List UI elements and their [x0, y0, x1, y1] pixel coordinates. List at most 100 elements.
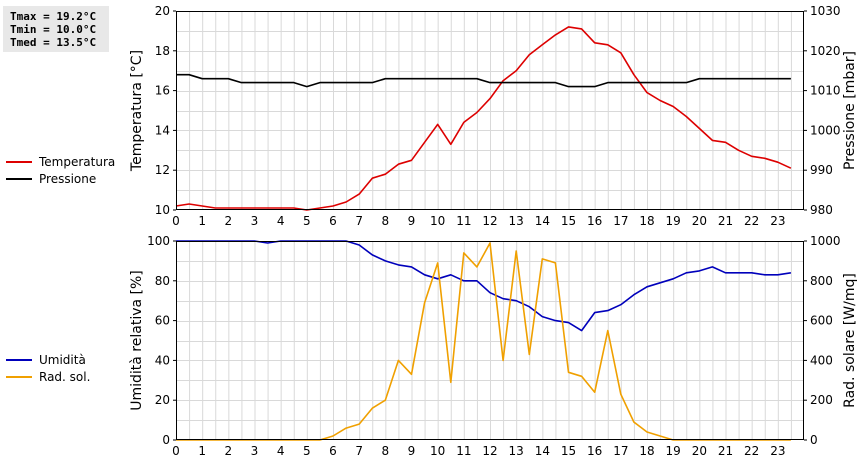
- top-xtick-label: 3: [251, 214, 259, 228]
- top-series-temperatura: [175, 26, 792, 211]
- legend-top: Temperatura Pressione: [6, 153, 115, 187]
- tmin-label: Tmin = 10.0°C: [10, 23, 97, 36]
- top-y2tick-label: 980: [810, 203, 833, 217]
- bottom-xtick-label: 22: [744, 444, 759, 458]
- bottom-xtick-label: 1: [198, 444, 206, 458]
- top-ytick-label: 10: [155, 203, 170, 217]
- tmed-label: Tmed = 13.5°C: [10, 36, 97, 49]
- legend-item-temperatura: Temperatura: [6, 153, 115, 170]
- bottom-xtick-label: 10: [430, 444, 445, 458]
- legend-label-umidita: Umidità: [39, 352, 86, 367]
- bottom-xtick-label: 2: [225, 444, 233, 458]
- top-xtick-label: 20: [692, 214, 707, 228]
- bottom-xtick-label: 12: [482, 444, 497, 458]
- bottom-xtick-label: 7: [355, 444, 363, 458]
- top-xtick-label: 22: [744, 214, 759, 228]
- bottom-xtick-label: 23: [770, 444, 785, 458]
- legend-swatch-umidita: [6, 358, 32, 361]
- bottom-xtick-label: 14: [535, 444, 550, 458]
- top-series-pressione: [176, 73, 791, 88]
- legend-swatch-temperatura: [6, 160, 32, 163]
- top-ytick-label: 18: [155, 44, 170, 58]
- top-y2tick-label: 1010: [810, 84, 841, 98]
- top-y2label: Pressione [mbar]: [842, 51, 858, 170]
- bottom-xtick-label: 21: [718, 444, 733, 458]
- top-xtick-label: 0: [172, 214, 180, 228]
- bottom-y2tick-label: 200: [810, 393, 833, 407]
- bottom-y2label: Rad. solare [W/mq]: [842, 273, 858, 408]
- top-xtick-label: 14: [535, 214, 550, 228]
- legend-item-rad-sol: Rad. sol.: [6, 368, 90, 385]
- top-y2tick-label: 1020: [810, 44, 841, 58]
- bottom-y2tick-label: 0: [810, 433, 818, 447]
- legend-swatch-pressione: [6, 177, 32, 180]
- bottom-xtick-label: 19: [666, 444, 681, 458]
- bottom-y2tick-label: 600: [810, 314, 833, 328]
- bottom-xtick-label: 8: [382, 444, 390, 458]
- bottom-ytick-label: 0: [162, 433, 170, 447]
- top-ylabel: Temperatura [°C]: [129, 50, 145, 172]
- bottom-ytick-label: 80: [155, 274, 170, 288]
- bottom-xtick-label: 15: [561, 444, 576, 458]
- bottom-y2tick-label: 800: [810, 274, 833, 288]
- top-xtick-label: 5: [303, 214, 311, 228]
- top-y2tick-label: 1030: [810, 4, 841, 18]
- top-xtick-label: 4: [277, 214, 285, 228]
- bottom-ytick-label: 20: [155, 393, 170, 407]
- bottom-xtick-label: 11: [456, 444, 471, 458]
- legend-bottom: Umidità Rad. sol.: [6, 351, 90, 385]
- top-xtick-label: 19: [666, 214, 681, 228]
- bottom-xtick-label: 5: [303, 444, 311, 458]
- bottom-xtick-label: 13: [509, 444, 524, 458]
- bottom-xtick-label: 20: [692, 444, 707, 458]
- bottom-xtick-label: 0: [172, 444, 180, 458]
- bottom-xtick-label: 6: [329, 444, 337, 458]
- top-y2tick-label: 1000: [810, 123, 841, 137]
- top-xtick-label: 11: [456, 214, 471, 228]
- bottom-xtick-label: 16: [587, 444, 602, 458]
- bottom-xtick-label: 17: [613, 444, 628, 458]
- top-y2tick-label: 990: [810, 163, 833, 177]
- top-xtick-label: 17: [613, 214, 628, 228]
- top-xtick-label: 12: [482, 214, 497, 228]
- legend-label-temperatura: Temperatura: [39, 154, 116, 169]
- tmax-label: Tmax = 19.2°C: [10, 10, 97, 23]
- bottom-ytick-label: 100: [147, 234, 170, 248]
- top-xtick-label: 9: [408, 214, 416, 228]
- top-xtick-label: 1: [198, 214, 206, 228]
- bottom-ytick-label: 40: [155, 353, 170, 367]
- top-xtick-label: 6: [329, 214, 337, 228]
- bottom-xtick-label: 4: [277, 444, 285, 458]
- top-ytick-label: 20: [155, 4, 170, 18]
- top-xtick-label: 13: [509, 214, 524, 228]
- bottom-xtick-label: 18: [639, 444, 654, 458]
- bottom-y2tick-label: 1000: [810, 234, 841, 248]
- top-xtick-label: 7: [355, 214, 363, 228]
- top-xtick-label: 23: [770, 214, 785, 228]
- legend-label-pressione: Pressione: [39, 171, 97, 186]
- top-ytick-label: 14: [155, 123, 170, 137]
- legend-item-pressione: Pressione: [6, 170, 115, 187]
- top-plot-frame: [176, 11, 804, 210]
- bottom-y2tick-label: 400: [810, 353, 833, 367]
- top-ytick-label: 16: [155, 84, 170, 98]
- bottom-ylabel: Umidità relativa [%]: [129, 270, 145, 411]
- top-xtick-label: 8: [382, 214, 390, 228]
- legend-label-rad-sol: Rad. sol.: [39, 369, 91, 384]
- top-xtick-label: 21: [718, 214, 733, 228]
- bottom-plot-frame: [176, 241, 804, 440]
- legend-swatch-rad-sol: [6, 375, 32, 378]
- top-xtick-label: 18: [639, 214, 654, 228]
- top-xtick-label: 2: [225, 214, 233, 228]
- bottom-xtick-label: 9: [408, 444, 416, 458]
- temperature-stats-box: Tmax = 19.2°C Tmin = 10.0°C Tmed = 13.5°…: [3, 6, 109, 52]
- top-ytick-label: 12: [155, 163, 170, 177]
- top-xtick-label: 10: [430, 214, 445, 228]
- bottom-ytick-label: 60: [155, 314, 170, 328]
- bottom-xtick-label: 3: [251, 444, 259, 458]
- top-xtick-label: 15: [561, 214, 576, 228]
- legend-item-umidita: Umidità: [6, 351, 90, 368]
